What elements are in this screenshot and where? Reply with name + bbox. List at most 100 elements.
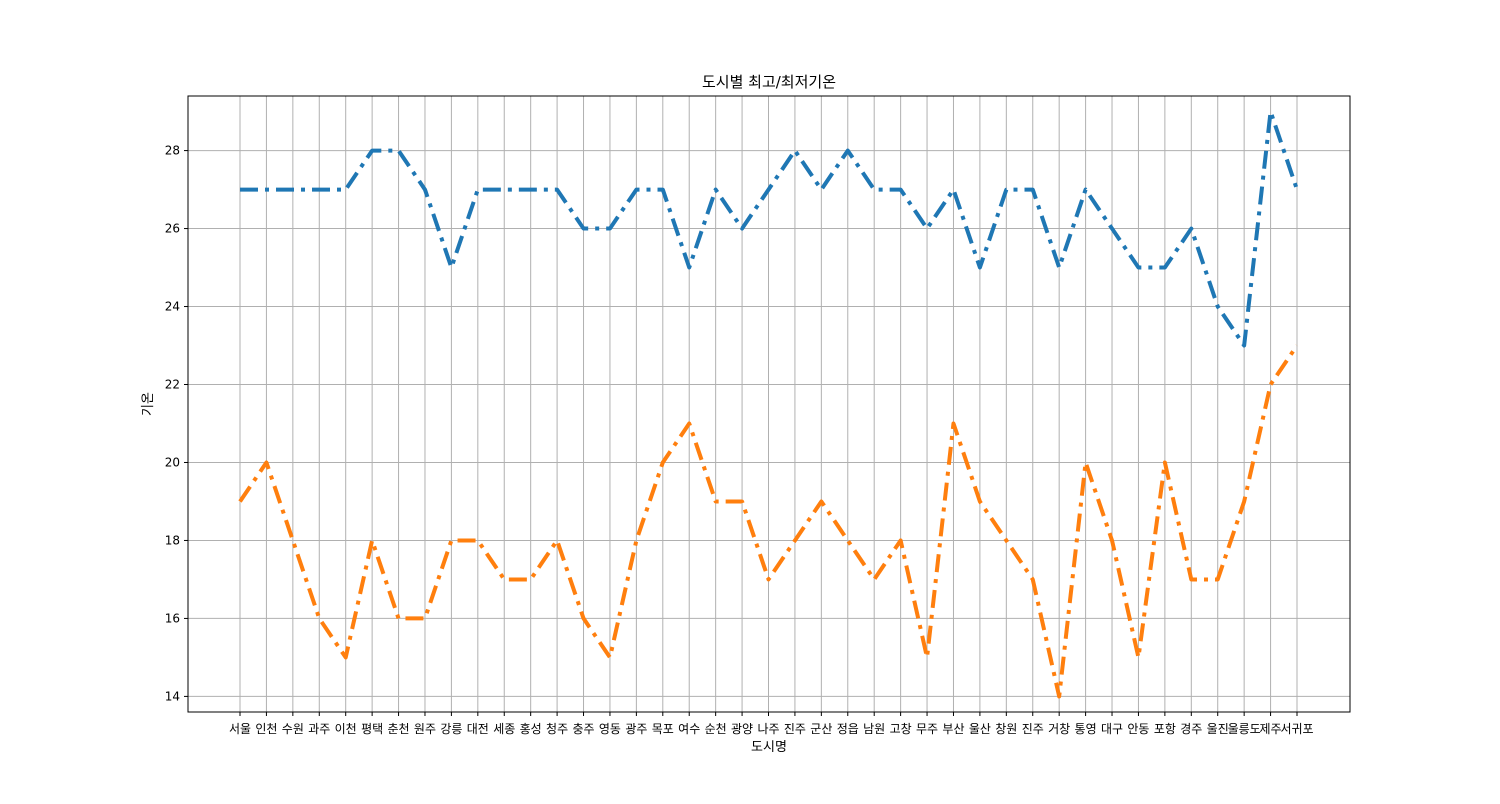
series-1-point [1296,188,1299,191]
x-tick-label: 진주 [1022,722,1044,736]
series-2-point [1084,461,1087,464]
x-tick-label: 이천 [335,721,357,736]
series-2-point [688,422,691,425]
series-1-point [1163,266,1166,269]
y-tick-label: 20 [165,455,180,469]
x-tick-label: 군산 [810,722,832,736]
x-tick-label: 서귀포 [1280,722,1313,736]
x-tick-label: 충주 [572,722,594,736]
series-2-point [1031,578,1034,581]
y-tick-label: 14 [165,689,180,703]
x-tick-label: 울릉도 [1228,722,1261,736]
x-tick-label: 부산 [942,722,964,736]
series-1-point [1058,266,1061,269]
x-tick-label: 통영 [1075,722,1097,736]
series-1-point [978,266,981,269]
x-tick-label: 원주 [414,722,436,736]
x-tick-label: 서울 [229,722,251,736]
series-2-point [1005,539,1008,542]
series-2-point [767,578,770,581]
series-1-point [793,149,796,152]
series-2-point [1190,578,1193,581]
series-line-1 [240,109,1299,348]
series-2-point [635,539,638,542]
series-line-2 [238,344,1299,699]
series-1-point [846,149,849,152]
series-2-point [450,539,453,542]
x-tick-label: 과주 [308,722,330,736]
series-1-point [450,266,453,269]
series-2-point [1111,539,1114,542]
series-2-point [1216,578,1219,581]
series-2-point [873,578,876,581]
series-1-point [503,188,506,191]
series-2-point [503,578,506,581]
x-tick-label: 청주 [546,722,568,736]
series-2-point [529,578,532,581]
series-2-point [899,539,902,542]
x-tick-label: 울진 [1207,722,1229,736]
series-1-point [741,227,744,230]
x-tick-label: 수원 [282,722,304,736]
x-tick-label: 남원 [863,722,885,736]
series-1-point [1111,227,1114,230]
x-tick-label: 목포 [652,722,674,736]
x-tick-label: 대구 [1101,722,1123,736]
series-1-point [873,188,876,191]
x-tick-label: 제주 [1260,722,1282,736]
series-1-point [1137,266,1140,269]
y-tick-label: 26 [165,222,180,236]
series-1-point [529,188,532,191]
series-1-point [556,188,559,191]
y-tick-label: 22 [165,378,180,392]
x-tick-label: 세종 [493,722,515,736]
y-axis-label: 기온 [141,392,156,416]
x-tick-label: 울산 [969,722,991,736]
x-tick-label: 인천 [255,721,277,736]
series-2-point [978,500,981,503]
series-2-point [371,539,374,542]
series-2-point [556,539,559,542]
x-tick-label: 순천 [705,721,727,736]
series-2-point [1058,695,1061,698]
y-tick-label: 16 [165,611,180,625]
series-1-point [371,149,374,152]
y-tick-label: 24 [165,300,180,314]
series-2-point [1163,461,1166,464]
x-tick-label: 고창 [890,722,912,736]
x-tick-label: 홍성 [520,722,542,736]
series-1-point [1216,305,1219,308]
x-tick-label: 정읍 [837,722,859,736]
series-2-point [582,617,585,620]
series-1-point [688,266,691,269]
series-1-point [952,188,955,191]
x-tick-label: 평택 [361,722,383,736]
series-1-point [1190,227,1193,230]
series-1-point [1084,188,1087,191]
x-tick-label: 대전 [467,722,489,736]
y-tick-label: 18 [165,533,180,547]
series-1-point [1243,344,1246,347]
series-2-point [1243,500,1246,503]
series-1-point [767,188,770,191]
series-1-point [582,227,585,230]
series-2-point [741,500,744,503]
series-2-point [661,461,664,464]
series-2-point [820,500,823,503]
series-2-point [793,539,796,542]
series-2-point [608,656,611,659]
series-2-point [239,500,242,503]
series-1-point [423,188,426,191]
axis-layer: 서울 인천 수원 과주 이천 평택 춘천 원주 강릉 대전 세종 홍성 청주 충주 영동 광주 목포 여수 순천 광양… [165,144,1314,736]
series-2-point [846,539,849,542]
series-1-point [1031,188,1034,191]
x-tick-label: 나주 [757,722,779,736]
series-1-point [397,149,400,152]
series-1-point [1005,188,1008,191]
series-1-point [1269,110,1272,113]
series-1-point [926,227,929,230]
series-1-point [661,188,664,191]
series-2-point [1269,383,1272,386]
